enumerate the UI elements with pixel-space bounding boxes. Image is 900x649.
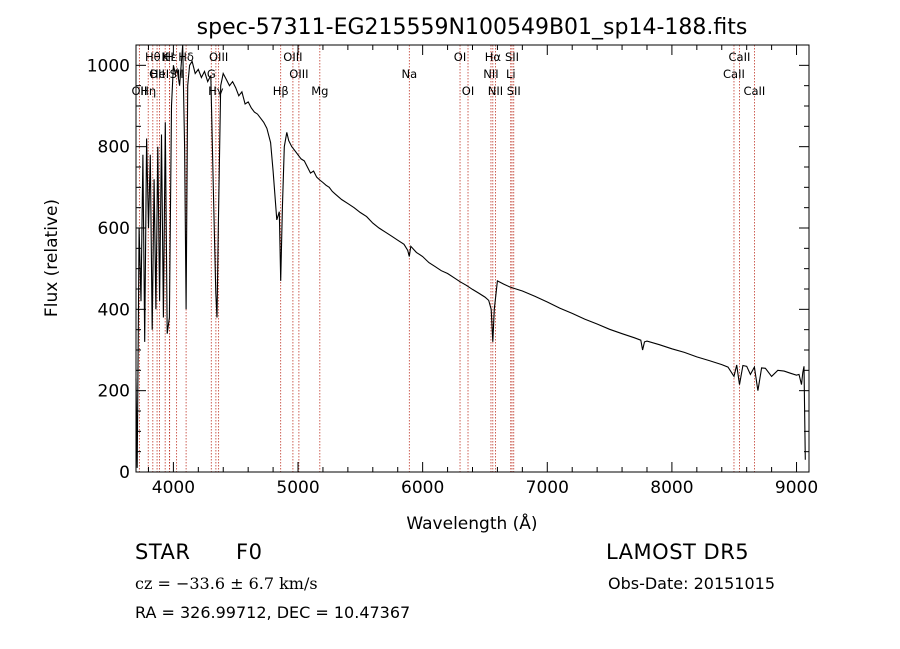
y-tick-label: 0 (119, 463, 130, 483)
spectral-line-label: OIII (209, 50, 228, 64)
spectrum-series-line (135, 44, 806, 468)
spectral-line-label: HeI (150, 67, 169, 81)
spectral-line-label: Hθ (145, 50, 161, 64)
spectral-line-label: Li (506, 67, 516, 81)
spectral-line-markers (138, 45, 755, 472)
spectral-line-label: CaII (729, 50, 751, 64)
spectral-line-label: G (207, 67, 216, 81)
y-axis: 0 200 400 600 800 1000 (87, 44, 809, 483)
survey-name: LAMOST DR5 (606, 540, 750, 564)
spectral-line-label: Na (401, 67, 417, 81)
spectral-line-label: Hβ (273, 84, 289, 98)
spectral-line-label: CaII (743, 84, 765, 98)
spectral-line-label: OII (149, 67, 165, 81)
y-tick-label: 800 (98, 138, 130, 158)
spectral-line-label: CaII (723, 67, 745, 81)
spectral-line-label: Hε (162, 50, 177, 64)
spectral-line-label: K (161, 50, 169, 64)
spectral-line-label: NII (483, 67, 498, 81)
x-tick-label: 8000 (650, 478, 693, 498)
x-tick-label: 6000 (401, 478, 444, 498)
y-tick-label: 400 (98, 300, 130, 320)
spectral-line-label: OII (131, 84, 147, 98)
spectral-line-label: SII (505, 50, 519, 64)
x-tick-label: 7000 (526, 478, 569, 498)
spectral-line-label: Hα (485, 50, 502, 64)
spectral-line-label: OIII (283, 50, 302, 64)
x-axis-label: Wavelength (Å) (406, 512, 537, 534)
y-tick-label: 600 (98, 219, 130, 239)
spectral-line-label: Mg (311, 84, 328, 98)
obs-date: Obs-Date: 20151015 (608, 574, 776, 593)
spectral-line-label: OI (462, 84, 474, 98)
chart-title: spec-57311-EG215559N100549B01_sp14-188.f… (197, 15, 748, 40)
x-tick-label: 5000 (276, 478, 319, 498)
spectral-line-label: NII (488, 84, 503, 98)
coordinates: RA = 326.99712, DEC = 10.47367 (135, 603, 411, 622)
velocity-readout: cz = −33.6 ± 6.7 km/s (135, 574, 318, 593)
spectral-line-label: OIII (289, 67, 308, 81)
spectral-line-label: SII (507, 84, 521, 98)
x-axis: 4000 5000 6000 7000 8000 9000 (147, 45, 818, 498)
spectral-line-label: H (165, 50, 174, 64)
spectral-line-label: Hη (140, 84, 156, 98)
plot-frame (135, 44, 810, 473)
spectral-line-label: OI (454, 50, 466, 64)
object-class: STAR (135, 540, 191, 564)
spectral-line-labels: OIIHηHθOIIHeIKHHεSIIHδGHγOIIIHβOIIIOIIIM… (131, 50, 765, 98)
spectral-line-label: SII (170, 67, 184, 81)
y-tick-label: 200 (98, 382, 130, 402)
x-tick-label: 4000 (152, 478, 195, 498)
y-tick-label: 1000 (87, 56, 130, 76)
y-axis-label: Flux (relative) (42, 199, 62, 317)
object-subclass: F0 (236, 540, 263, 564)
x-tick-label: 9000 (775, 478, 818, 498)
spectral-line-label: Hγ (208, 84, 224, 98)
